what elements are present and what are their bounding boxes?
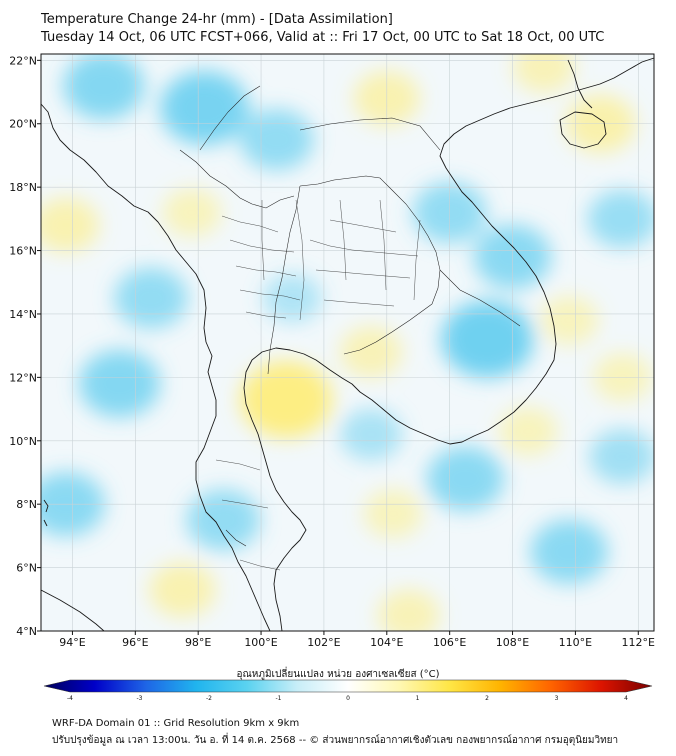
field-blob bbox=[240, 361, 333, 438]
hainan-coastline bbox=[559, 111, 607, 149]
plot-frame bbox=[40, 53, 655, 632]
colorbar: -4 -3 -2 -1 0 1 2 3 4 bbox=[43, 679, 653, 702]
colorbar-tick-label: 2 bbox=[485, 695, 489, 702]
colorbar-label: อุณหภูมิเปลี่ยนแปลง หน่วย องศาเซลเซียส (… bbox=[236, 669, 440, 680]
lat-tick-label: 16°N bbox=[9, 245, 37, 258]
colorbar-tick-label: -3 bbox=[137, 695, 143, 702]
field-blob bbox=[512, 54, 576, 93]
colorbar-tick-label: 4 bbox=[624, 695, 628, 702]
field-blob bbox=[114, 267, 188, 329]
field-blob bbox=[186, 489, 261, 551]
field-blob bbox=[339, 326, 403, 378]
field-blob bbox=[498, 406, 558, 456]
field-blob bbox=[63, 54, 145, 120]
lon-tick-label: 112°E bbox=[622, 636, 655, 649]
lon-tick-label: 100°E bbox=[244, 636, 277, 649]
lon-tick-label: 104°E bbox=[370, 636, 403, 649]
field-blob bbox=[589, 429, 654, 485]
lat-tick-label: 6°N bbox=[16, 562, 37, 575]
colorbar-bar bbox=[43, 679, 653, 693]
lat-tick-label: 10°N bbox=[9, 435, 37, 448]
lat-tick-label: 14°N bbox=[9, 308, 37, 321]
lat-tick-label: 20°N bbox=[9, 118, 37, 131]
mainland-coastline bbox=[41, 57, 654, 631]
colorbar-tick-label: 1 bbox=[416, 695, 420, 702]
field-blob bbox=[441, 300, 534, 378]
map-title: Temperature Change 24-hr (mm) - [Data As… bbox=[41, 12, 393, 27]
lon-tick-label: 106°E bbox=[433, 636, 466, 649]
field-blob bbox=[339, 408, 403, 461]
field-blob bbox=[530, 519, 608, 584]
colorbar-tick-label: 0 bbox=[346, 695, 350, 702]
lat-tick-label: 8°N bbox=[16, 498, 37, 511]
map-subtitle: Tuesday 14 Oct, 06 UTC FCST+066, Valid a… bbox=[41, 30, 605, 45]
credits: ปรับปรุงข้อมูล ณ เวลา 13:00น. วัน อ. ที่… bbox=[52, 735, 619, 746]
colorbar-tick-label: -1 bbox=[276, 695, 282, 702]
lon-tick-label: 108°E bbox=[496, 636, 529, 649]
admin-borders bbox=[179, 85, 521, 571]
field-blob bbox=[41, 197, 100, 253]
field-blob bbox=[162, 188, 222, 237]
colorbar-tick-label: 3 bbox=[555, 695, 559, 702]
field-blob bbox=[149, 562, 216, 618]
andaman-islands bbox=[43, 499, 49, 527]
colorbar-ticks: -4 -3 -2 -1 0 1 2 3 4 bbox=[67, 695, 628, 702]
lat-tick-label: 4°N bbox=[16, 625, 37, 638]
sumatra-coastline bbox=[41, 589, 105, 631]
tonkin-coastline bbox=[567, 59, 593, 109]
model-info: WRF-DA Domain 01 :: Grid Resolution 9km … bbox=[52, 718, 300, 729]
colorbar-tick-label: -4 bbox=[67, 695, 73, 702]
axis-ticks: 94°E 96°E 98°E 100°E 102°E 104°E 106°E 108°E 110… bbox=[9, 54, 655, 649]
country-borders bbox=[179, 85, 521, 547]
field-blob bbox=[426, 446, 505, 511]
colorbar-tick-label: -2 bbox=[206, 695, 212, 702]
temperature-field bbox=[41, 54, 654, 631]
field-blob bbox=[587, 189, 654, 248]
field-blob bbox=[377, 589, 441, 631]
graticule bbox=[41, 54, 654, 631]
lat-tick-label: 18°N bbox=[9, 181, 37, 194]
field-blob bbox=[160, 71, 249, 145]
coastlines bbox=[41, 57, 654, 631]
lon-tick-label: 110°E bbox=[559, 636, 592, 649]
province-borders bbox=[215, 199, 421, 571]
field-blob bbox=[239, 109, 314, 171]
lon-tick-label: 98°E bbox=[185, 636, 211, 649]
lon-tick-label: 94°E bbox=[59, 636, 85, 649]
lat-tick-label: 22°N bbox=[9, 54, 37, 67]
field-blob bbox=[79, 350, 161, 418]
lat-tick-label: 12°N bbox=[9, 371, 37, 384]
lon-tick-label: 102°E bbox=[307, 636, 340, 649]
lon-tick-label: 96°E bbox=[122, 636, 148, 649]
field-blob bbox=[363, 489, 423, 538]
